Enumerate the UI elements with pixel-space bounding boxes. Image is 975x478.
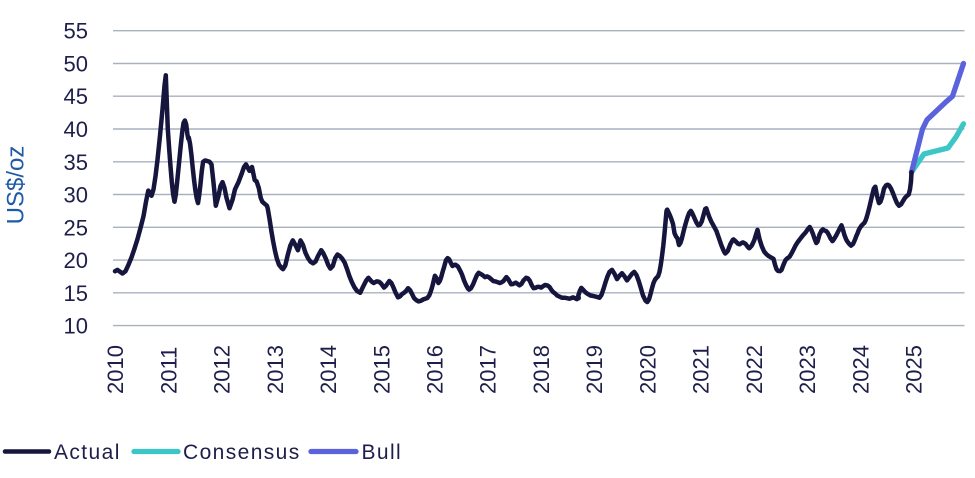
svg-text:Consensus: Consensus [183,441,301,464]
svg-text:2022: 2022 [742,345,767,394]
svg-text:2010: 2010 [103,345,128,394]
svg-text:Actual: Actual [54,441,121,464]
svg-text:10: 10 [64,314,88,339]
svg-text:20: 20 [64,248,88,273]
svg-text:Bull: Bull [362,441,403,464]
svg-text:2015: 2015 [369,345,394,394]
svg-text:2017: 2017 [476,345,501,394]
svg-text:25: 25 [64,215,88,240]
svg-text:2025: 2025 [902,345,927,394]
svg-text:35: 35 [64,150,88,175]
svg-text:US$/oz: US$/oz [3,146,30,225]
svg-text:2013: 2013 [263,345,288,394]
svg-text:2024: 2024 [848,345,873,394]
svg-text:2016: 2016 [423,345,448,394]
svg-text:2014: 2014 [316,345,341,394]
svg-text:2023: 2023 [795,345,820,394]
svg-text:50: 50 [64,52,88,77]
svg-text:2011: 2011 [156,347,181,394]
svg-text:2018: 2018 [529,345,554,394]
svg-text:2012: 2012 [210,345,235,394]
svg-text:2019: 2019 [582,345,607,394]
svg-text:2021: 2021 [689,345,714,394]
svg-text:40: 40 [64,117,88,142]
svg-text:55: 55 [64,19,88,44]
svg-text:15: 15 [64,281,88,306]
svg-text:45: 45 [64,84,88,109]
svg-text:30: 30 [64,183,88,208]
svg-text:2020: 2020 [635,345,660,394]
